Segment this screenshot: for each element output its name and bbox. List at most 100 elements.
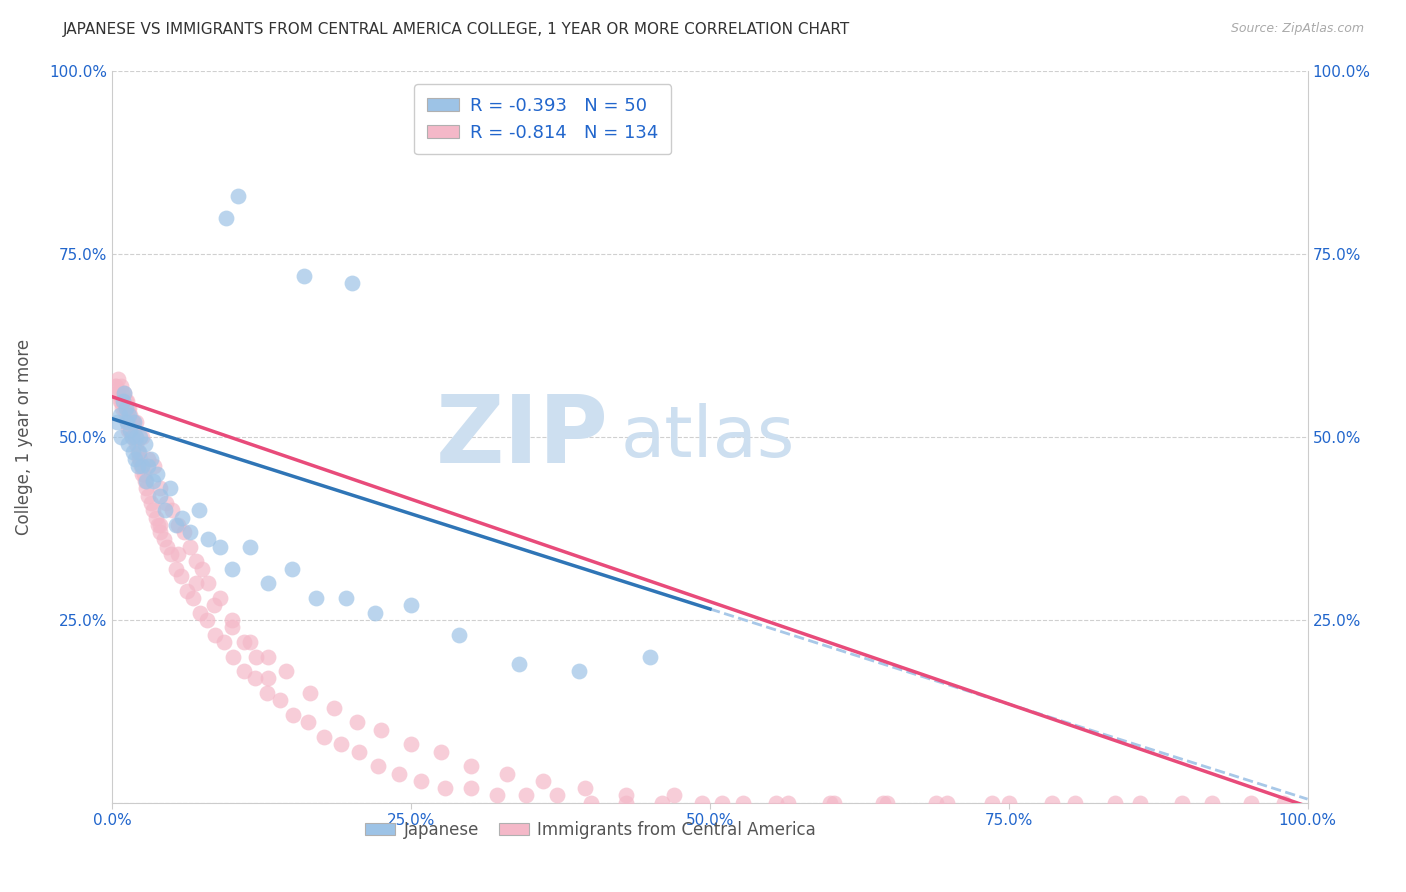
Point	[212, 635, 235, 649]
Point	[197, 533, 219, 547]
Point	[138, 459, 160, 474]
Point	[546, 789, 568, 803]
Point	[401, 599, 423, 613]
Point	[281, 562, 304, 576]
Point	[112, 393, 135, 408]
Point	[110, 393, 132, 408]
Point	[346, 715, 368, 730]
Point	[430, 745, 453, 759]
Point	[149, 481, 172, 495]
Point	[159, 481, 181, 495]
Point	[169, 569, 191, 583]
Point	[105, 386, 128, 401]
Point	[187, 503, 209, 517]
Point	[515, 789, 537, 803]
Point	[998, 796, 1021, 810]
Point	[370, 723, 392, 737]
Point	[114, 408, 136, 422]
Point	[181, 591, 204, 605]
Point	[935, 796, 957, 810]
Point	[1063, 796, 1085, 810]
Point	[134, 474, 156, 488]
Point	[215, 211, 238, 225]
Point	[1129, 796, 1152, 810]
Point	[120, 423, 142, 437]
Point	[121, 430, 143, 444]
Point	[239, 635, 262, 649]
Point	[128, 452, 150, 467]
Point	[139, 452, 162, 467]
Point	[118, 408, 141, 422]
Point	[292, 269, 315, 284]
Point	[118, 416, 141, 430]
Point	[204, 627, 226, 641]
Point	[496, 766, 519, 780]
Point	[239, 540, 262, 554]
Point	[243, 672, 266, 686]
Point	[122, 423, 145, 437]
Point	[876, 796, 898, 810]
Point	[108, 408, 131, 422]
Text: ZIP: ZIP	[436, 391, 609, 483]
Point	[122, 416, 145, 430]
Point	[121, 416, 143, 430]
Point	[257, 672, 280, 686]
Point	[274, 664, 297, 678]
Point	[226, 188, 249, 202]
Point	[209, 540, 232, 554]
Point	[460, 759, 482, 773]
Point	[401, 737, 423, 751]
Point	[179, 525, 201, 540]
Point	[195, 613, 218, 627]
Point	[186, 576, 208, 591]
Point	[160, 547, 183, 561]
Point	[818, 796, 841, 810]
Point	[305, 591, 328, 605]
Point	[127, 459, 149, 474]
Point	[111, 401, 134, 415]
Point	[640, 649, 662, 664]
Point	[173, 525, 195, 540]
Point	[129, 459, 152, 474]
Point	[121, 416, 143, 430]
Point	[120, 423, 142, 437]
Text: atlas: atlas	[620, 402, 794, 472]
Point	[340, 277, 363, 291]
Point	[145, 510, 167, 524]
Point	[170, 510, 193, 524]
Point	[125, 416, 148, 430]
Point	[112, 393, 135, 408]
Text: JAPANESE VS IMMIGRANTS FROM CENTRAL AMERICA COLLEGE, 1 YEAR OR MORE CORRELATION : JAPANESE VS IMMIGRANTS FROM CENTRAL AMER…	[63, 22, 851, 37]
Point	[574, 781, 596, 796]
Point	[508, 657, 530, 671]
Point	[134, 437, 156, 451]
Point	[269, 693, 291, 707]
Point	[135, 481, 157, 495]
Point	[335, 591, 357, 605]
Point	[143, 459, 166, 474]
Point	[245, 649, 267, 664]
Point	[616, 789, 638, 803]
Point	[118, 401, 141, 415]
Point	[156, 540, 179, 554]
Point	[221, 562, 243, 576]
Point	[1171, 796, 1194, 810]
Point	[114, 386, 135, 401]
Point	[179, 540, 201, 554]
Point	[176, 583, 198, 598]
Point	[664, 789, 686, 803]
Point	[167, 517, 190, 532]
Point	[233, 664, 256, 678]
Point	[209, 591, 232, 605]
Point	[121, 444, 143, 458]
Point	[114, 386, 135, 401]
Point	[125, 437, 148, 451]
Point	[110, 430, 132, 444]
Point	[733, 796, 755, 810]
Point	[124, 430, 146, 444]
Point	[114, 401, 136, 415]
Point	[579, 796, 602, 810]
Point	[823, 796, 845, 810]
Point	[120, 408, 142, 422]
Point	[117, 437, 139, 451]
